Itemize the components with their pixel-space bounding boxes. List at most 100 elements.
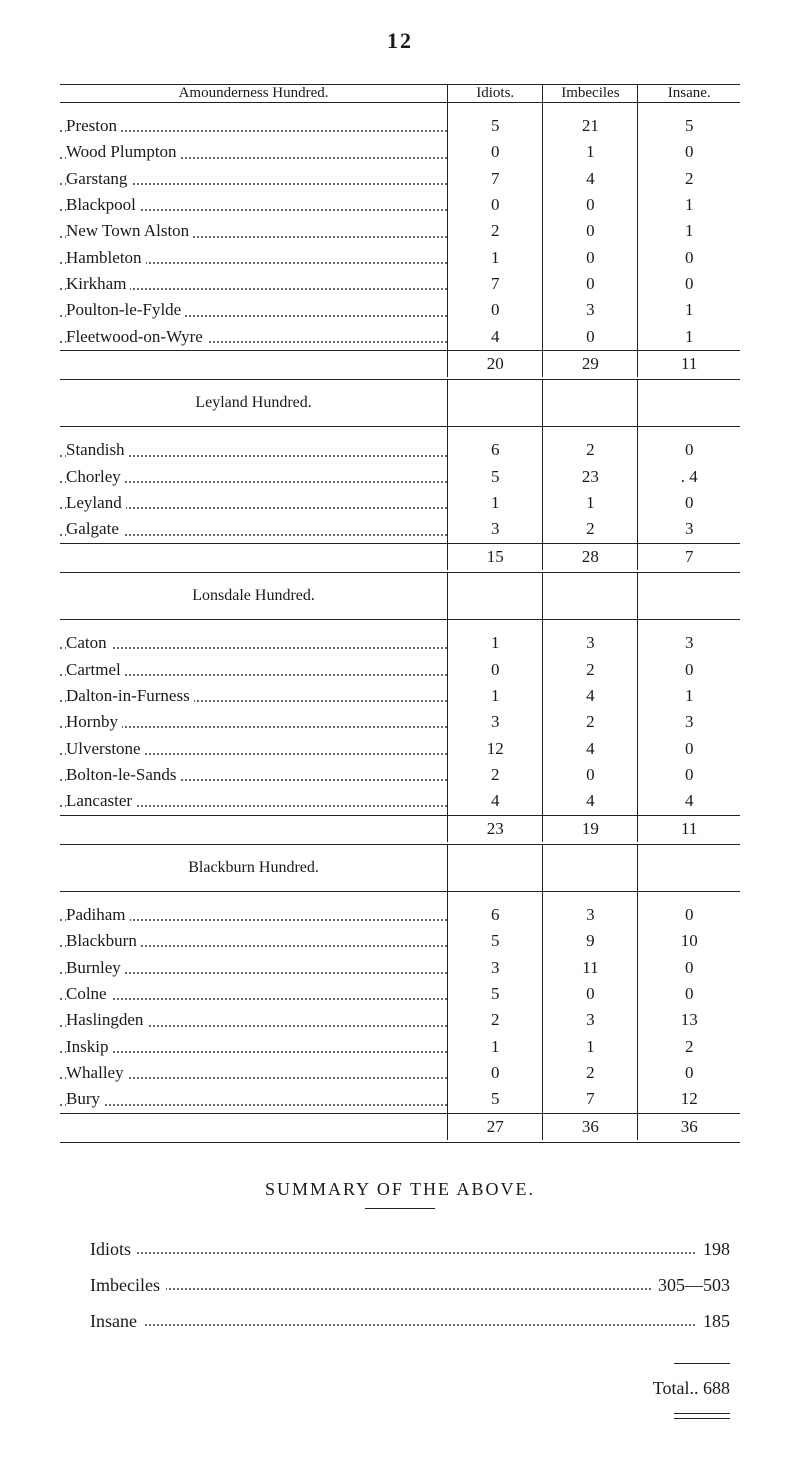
row-name: Colne xyxy=(60,981,448,1007)
cell-idiots: 6 xyxy=(448,902,543,928)
cell-imbeciles: 9 xyxy=(543,928,638,954)
cell-imbeciles: 1 xyxy=(543,139,638,165)
cell-idiots: 5 xyxy=(448,1086,543,1113)
cell-imbeciles: 3 xyxy=(543,1007,638,1033)
cell-imbeciles: 4 xyxy=(543,166,638,192)
total-insane: 11 xyxy=(638,351,740,378)
cell-imbeciles: 4 xyxy=(543,683,638,709)
cell-idiots: 5 xyxy=(448,981,543,1007)
cell-insane: 12 xyxy=(638,1086,740,1113)
row-name: Bolton-le-Sands xyxy=(60,762,448,788)
page-number: 12 xyxy=(60,28,740,54)
cell-insane: 0 xyxy=(638,245,740,271)
cell-idiots: 7 xyxy=(448,271,543,297)
summary-label: Imbeciles xyxy=(90,1275,166,1295)
cell-insane: 0 xyxy=(638,981,740,1007)
summary-lines: 198 Idiots 305—503Imbeciles185Insane xyxy=(90,1231,730,1339)
total-insane: 7 xyxy=(638,543,740,570)
total-value: 688 xyxy=(703,1378,730,1398)
total-imbeciles: 19 xyxy=(543,815,638,842)
cell-imbeciles: 2 xyxy=(543,709,638,735)
cell-insane: 2 xyxy=(638,1034,740,1060)
cell-idiots: 2 xyxy=(448,1007,543,1033)
statistics-table: Amounderness Hundred.Idiots.ImbecilesIns… xyxy=(60,84,740,1143)
cell-idiots: 0 xyxy=(448,657,543,683)
cell-idiots: 0 xyxy=(448,192,543,218)
cell-idiots: 5 xyxy=(448,928,543,954)
cell-idiots: 1 xyxy=(448,245,543,271)
row-name: Caton xyxy=(60,630,448,656)
cell-imbeciles: 1 xyxy=(543,490,638,516)
section-title: Lonsdale Hundred. xyxy=(60,573,448,620)
cell-idiots: 3 xyxy=(448,709,543,735)
cell-imbeciles: 11 xyxy=(543,955,638,981)
cell-insane: 5 xyxy=(638,113,740,139)
row-name: Poulton-le-Fylde xyxy=(60,297,448,323)
cell-imbeciles: 2 xyxy=(543,657,638,683)
cell-idiots: 5 xyxy=(448,113,543,139)
total-imbeciles: 28 xyxy=(543,543,638,570)
cell-idiots: 5 xyxy=(448,464,543,490)
cell-idiots: 2 xyxy=(448,218,543,244)
cell-idiots: 0 xyxy=(448,139,543,165)
cell-insane: 0 xyxy=(638,902,740,928)
row-name: Leyland xyxy=(60,490,448,516)
row-name: Haslingden xyxy=(60,1007,448,1033)
section-title: Amounderness Hundred. xyxy=(60,85,448,103)
row-name: Lancaster xyxy=(60,788,448,815)
cell-idiots: 4 xyxy=(448,788,543,815)
row-name: Blackpool xyxy=(60,192,448,218)
summary-line: 185Insane xyxy=(90,1303,730,1339)
row-name: Dalton-in-Furness xyxy=(60,683,448,709)
row-name: Preston xyxy=(60,113,448,139)
column-header: Idiots. xyxy=(448,85,543,103)
cell-insane: 0 xyxy=(638,437,740,463)
total-idiots: 27 xyxy=(448,1113,543,1140)
cell-idiots: 4 xyxy=(448,324,543,351)
column-header: Imbeciles xyxy=(543,85,638,103)
cell-insane: 0 xyxy=(638,139,740,165)
cell-imbeciles: 0 xyxy=(543,324,638,351)
cell-insane: 3 xyxy=(638,630,740,656)
cell-idiots: 2 xyxy=(448,762,543,788)
row-name: Hambleton xyxy=(60,245,448,271)
cell-idiots: 6 xyxy=(448,437,543,463)
cell-insane: 4 xyxy=(638,788,740,815)
row-name: New Town Alston xyxy=(60,218,448,244)
total-idiots: 23 xyxy=(448,815,543,842)
column-header: Insane. xyxy=(638,85,740,103)
row-name: Whalley xyxy=(60,1060,448,1086)
cell-insane: 13 xyxy=(638,1007,740,1033)
cell-imbeciles: 4 xyxy=(543,788,638,815)
cell-insane: 2 xyxy=(638,166,740,192)
summary-value: 198 xyxy=(697,1231,730,1267)
cell-imbeciles: 3 xyxy=(543,902,638,928)
cell-imbeciles: 7 xyxy=(543,1086,638,1113)
cell-insane: 0 xyxy=(638,762,740,788)
cell-insane: 0 xyxy=(638,736,740,762)
cell-imbeciles: 21 xyxy=(543,113,638,139)
summary-total: Total.. 688 xyxy=(60,1357,740,1420)
total-insane: 36 xyxy=(638,1113,740,1140)
row-name: Chorley xyxy=(60,464,448,490)
cell-idiots: 12 xyxy=(448,736,543,762)
cell-insane: 10 xyxy=(638,928,740,954)
row-name: Galgate xyxy=(60,516,448,543)
row-name: Padiham xyxy=(60,902,448,928)
cell-insane: 1 xyxy=(638,324,740,351)
cell-idiots: 7 xyxy=(448,166,543,192)
cell-insane: 3 xyxy=(638,709,740,735)
cell-idiots: 1 xyxy=(448,630,543,656)
summary-line: 305—503Imbeciles xyxy=(90,1267,730,1303)
cell-insane: 1 xyxy=(638,218,740,244)
cell-imbeciles: 2 xyxy=(543,1060,638,1086)
cell-insane: . 4 xyxy=(638,464,740,490)
row-name: Ulverstone xyxy=(60,736,448,762)
cell-insane: 1 xyxy=(638,683,740,709)
total-insane: 11 xyxy=(638,815,740,842)
total-label: Total.. xyxy=(653,1378,699,1398)
cell-idiots: 0 xyxy=(448,297,543,323)
summary-label: Idiots xyxy=(90,1239,137,1259)
total-imbeciles: 29 xyxy=(543,351,638,378)
summary-value: 185 xyxy=(697,1303,730,1339)
